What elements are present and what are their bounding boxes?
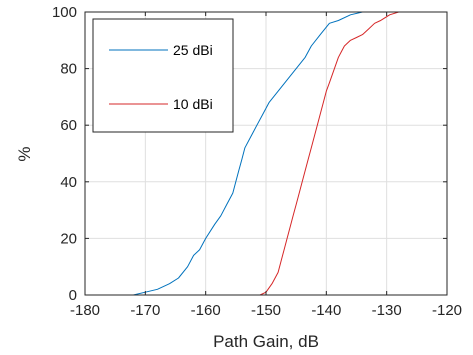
x-tick-label: -180 — [70, 302, 100, 319]
y-tick-label: 0 — [69, 287, 77, 304]
y-tick-label: 100 — [52, 4, 77, 21]
x-tick-label: -160 — [191, 302, 221, 319]
x-axis-label: Path Gain, dB — [213, 332, 319, 351]
series-line-2 — [259, 11, 405, 296]
legend: 25 dBi 10 dBi — [92, 18, 234, 133]
series-line-1 — [133, 11, 375, 296]
legend-box — [92, 18, 234, 133]
x-tick-label: -130 — [372, 302, 402, 319]
x-tick-label: -140 — [311, 302, 341, 319]
series-layer — [133, 11, 405, 296]
y-tick-label: 80 — [60, 61, 77, 78]
y-tick-label: 40 — [60, 174, 77, 191]
x-tick-label: -170 — [130, 302, 160, 319]
legend-label-1: 25 dBi — [173, 42, 213, 58]
y-tick-label: 20 — [60, 230, 77, 247]
legend-label-2: 10 dBi — [173, 96, 213, 112]
y-axis-label: % — [15, 146, 34, 161]
x-tick-label: -120 — [432, 302, 462, 319]
x-tick-label: -150 — [251, 302, 281, 319]
y-tick-label: 60 — [60, 117, 77, 134]
axis-ticks: -180 -170 -160 -150 -140 -130 -120 0 20 40 60 80 100 — [52, 4, 462, 319]
